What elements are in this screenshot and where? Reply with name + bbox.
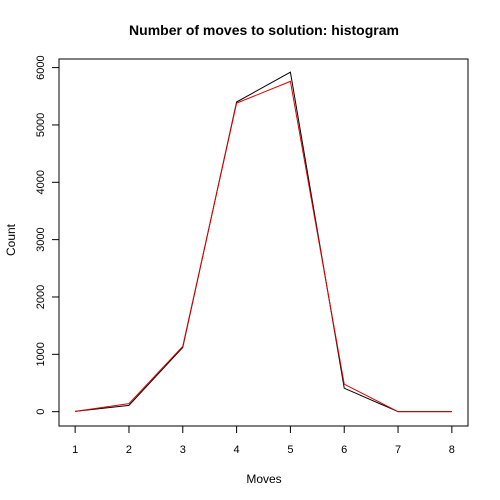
y-tick-label: 1000 <box>35 342 47 366</box>
y-tick-label: 6000 <box>35 55 47 79</box>
x-tick-label: 8 <box>449 444 455 456</box>
y-tick-label: 4000 <box>35 170 47 194</box>
x-tick-label: 6 <box>341 444 347 456</box>
x-tick-label: 2 <box>126 444 132 456</box>
y-tick-label: 5000 <box>35 113 47 137</box>
x-tick-label: 3 <box>180 444 186 456</box>
series-layer <box>75 71 452 413</box>
chart-title: Number of moves to solution: histogram <box>129 22 399 38</box>
series-line-1 <box>75 71 452 413</box>
y-tick-label: 0 <box>35 409 47 415</box>
plot-area-frame <box>58 58 469 427</box>
x-tick-label: 7 <box>395 444 401 456</box>
x-tick-label: 1 <box>72 444 78 456</box>
x-tick-label: 5 <box>287 444 293 456</box>
y-axis-label: Count <box>4 223 18 256</box>
x-axis: 1 2 3 4 5 6 7 8 <box>72 425 455 456</box>
y-tick-label: 2000 <box>35 285 47 309</box>
y-tick-label: 3000 <box>35 227 47 251</box>
y-axis: 0 1000 2000 3000 4000 5000 6000 <box>35 55 60 415</box>
series-line-2 <box>75 80 452 413</box>
x-axis-label: Moves <box>246 472 281 486</box>
x-tick-label: 4 <box>234 444 240 456</box>
